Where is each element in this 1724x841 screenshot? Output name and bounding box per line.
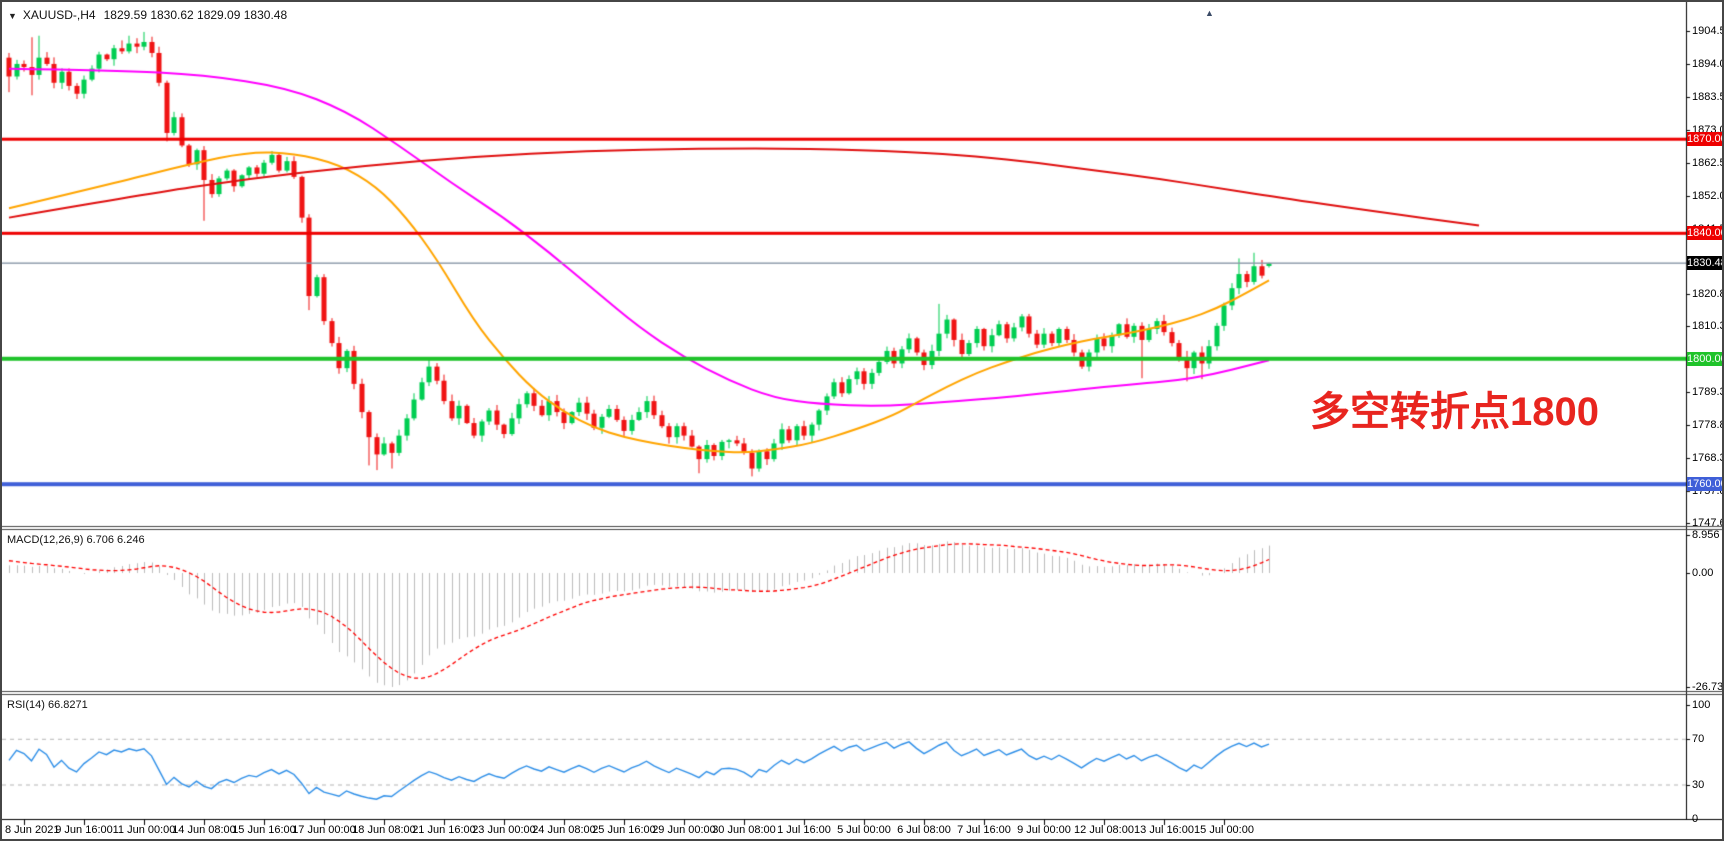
time-axis-label: 13 Jul 16:00	[1134, 824, 1194, 836]
time-axis-label: 23 Jun 00:00	[472, 824, 536, 836]
macd-indicator-label: MACD(12,26,9) 6.706 6.246	[7, 534, 145, 546]
price-level-badge: 1870.00	[1687, 132, 1724, 147]
price-axis-label: 1883.50	[1692, 90, 1722, 103]
price-level-badge: 1800.00	[1687, 351, 1724, 366]
macd-axis-label: 0.00	[1692, 567, 1714, 579]
autoscroll-marker-icon: ▲	[1205, 8, 1214, 18]
price-axis-label: 1820.80	[1692, 287, 1722, 300]
price-axis-label: 1747.60	[1692, 517, 1722, 530]
price-axis-label: 1789.30	[1692, 386, 1722, 399]
rsi-axis-label: 70	[1692, 733, 1705, 746]
chart-text-annotation: 多空转折点1800	[1310, 390, 1599, 434]
time-axis-label: 12 Jul 08:00	[1074, 824, 1134, 836]
rsi-indicator-label: RSI(14) 66.8271	[7, 699, 88, 711]
symbol-dropdown-icon[interactable]: ▼	[8, 11, 17, 21]
time-axis-label: 9 Jul 00:00	[1017, 824, 1071, 836]
time-axis-label: 18 Jun 08:00	[352, 824, 416, 836]
time-axis-label: 25 Jun 16:00	[592, 824, 656, 836]
time-axis-label: 14 Jun 08:00	[172, 824, 236, 836]
time-axis-label: 6 Jul 08:00	[897, 824, 951, 836]
price-axis-label: 1768.30	[1692, 452, 1722, 465]
time-axis-label: 11 Jun 00:00	[112, 824, 176, 836]
price-level-badge: 1840.00	[1687, 226, 1724, 241]
price-axis-label: 1862.50	[1692, 156, 1722, 169]
symbol-timeframe-label[interactable]: XAUUSD-,H4	[22, 8, 96, 22]
price-axis-label: 1778.80	[1692, 419, 1722, 432]
current-price-badge: 1830.48	[1687, 256, 1724, 271]
time-axis-label: 8 Jun 2021	[5, 824, 60, 836]
time-axis-label: 17 Jun 00:00	[292, 824, 356, 836]
price-axis-label: 1852.00	[1692, 189, 1722, 202]
rsi-axis-label: 100	[1692, 699, 1711, 711]
rsi-axis-label: 30	[1692, 779, 1705, 791]
ohlc-quote-label: 1829.59 1830.62 1829.09 1830.48	[103, 8, 288, 22]
rsi-axis-label: 0	[1692, 813, 1699, 826]
price-axis-label: 1894.00	[1692, 57, 1722, 70]
time-axis-label: 29 Jun 00:00	[652, 824, 716, 836]
time-axis-label: 7 Jul 16:00	[957, 824, 1011, 836]
time-axis-label: 30 Jun 08:00	[712, 824, 776, 836]
time-axis-label: 24 Jun 08:00	[532, 824, 596, 836]
time-axis-label: 9 Jun 16:00	[55, 824, 113, 836]
price-axis-label: 1810.30	[1692, 320, 1722, 333]
price-level-badge: 1760.00	[1687, 477, 1724, 492]
time-axis-label: 21 Jun 16:00	[412, 824, 476, 836]
price-axis-label: 1904.50	[1692, 25, 1722, 37]
chart-header: ▼ XAUUSD-,H4 1829.59 1830.62 1829.09 1830.…	[8, 8, 287, 22]
time-axis-label: 15 Jul 00:00	[1194, 824, 1254, 836]
time-axis-label: 15 Jun 16:00	[232, 824, 296, 836]
macd-axis-label: 8.956	[1692, 528, 1720, 541]
time-axis-label: 1 Jul 16:00	[777, 824, 831, 836]
time-axis-label: 5 Jul 00:00	[837, 824, 891, 836]
macd-axis-label: -26.731	[1692, 680, 1724, 693]
